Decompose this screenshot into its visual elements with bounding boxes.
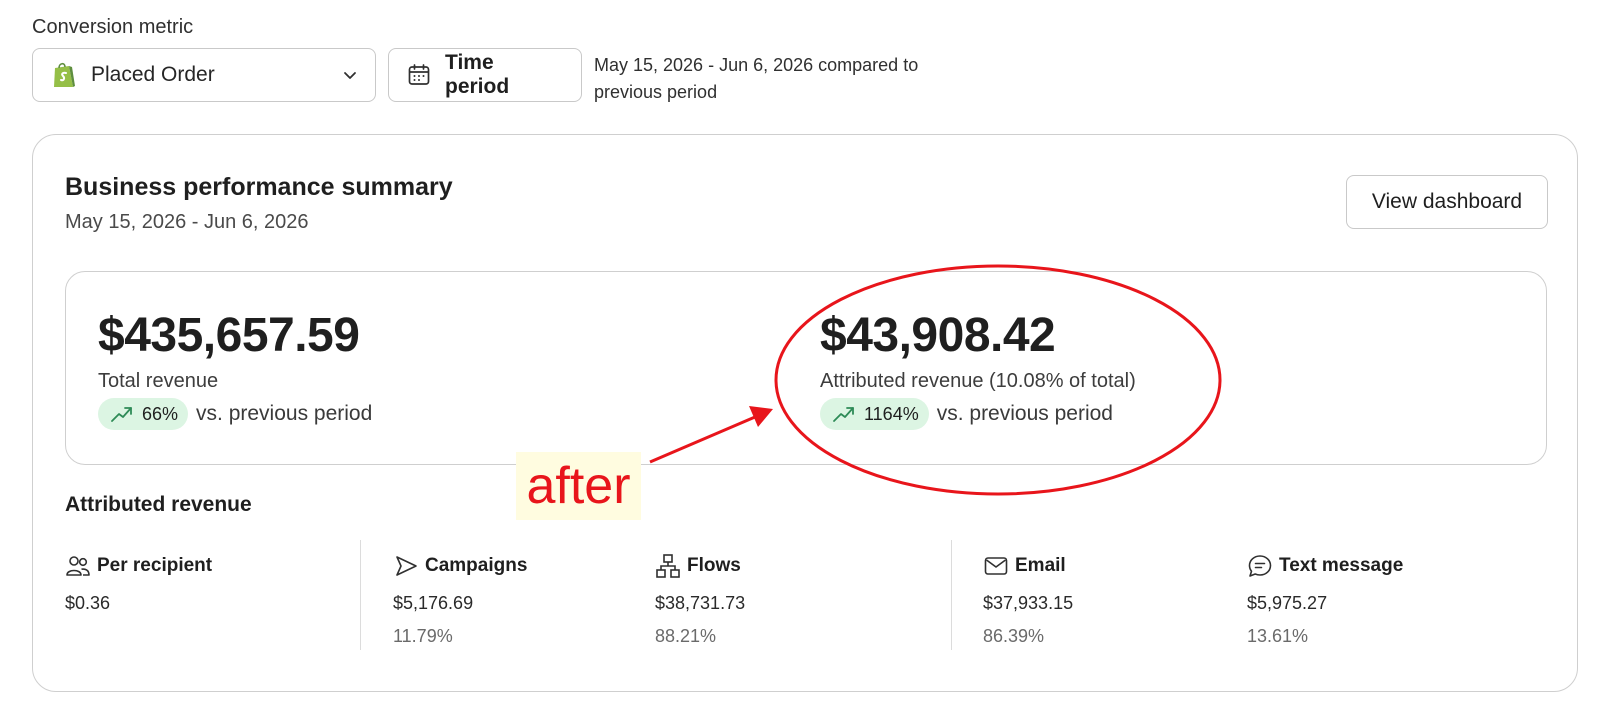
time-period-label: Time period: [445, 51, 510, 98]
total-revenue-growth: 66% vs. previous period: [98, 398, 372, 430]
chevron-down-icon: [341, 66, 359, 84]
flow-icon: [655, 553, 681, 579]
metric-label: Flows: [687, 555, 741, 576]
column-divider: [951, 540, 952, 650]
conversion-metric-value: Placed Order: [91, 63, 215, 86]
growth-value: 66%: [142, 403, 179, 424]
metric-value: $37,933.15: [983, 593, 1074, 613]
column-divider: [360, 540, 361, 650]
metric-percent: 13.61%: [1247, 626, 1309, 646]
growth-pill: 1164%: [820, 398, 929, 430]
attributed-revenue-growth: 1164% vs. previous period: [820, 398, 1113, 430]
shopify-icon: [51, 61, 77, 89]
metric-label: Text message: [1279, 555, 1404, 576]
attributed-revenue-heading: Attributed revenue: [65, 493, 252, 516]
metric-percent: 11.79%: [393, 626, 453, 646]
metric-value: $5,975.27: [1247, 593, 1328, 613]
users-icon: [65, 553, 91, 579]
card-date-range: May 15, 2026 - Jun 6, 2026: [65, 211, 309, 233]
revenue-summary-box: $435,657.59 Total revenue 66% vs. previo…: [65, 271, 1547, 465]
metric-percent: 88.21%: [655, 626, 717, 646]
metric-value: $38,731.73: [655, 593, 746, 613]
send-icon: [393, 553, 419, 579]
metric-percent: 86.39%: [983, 626, 1045, 646]
metric-value: $5,176.69: [393, 593, 474, 613]
growth-pill: 66%: [98, 398, 189, 430]
calendar-icon: [407, 63, 431, 87]
trending-up-icon: [110, 404, 134, 424]
metric-text-message: Text message $5,975.27 13.61%: [1247, 553, 1403, 647]
growth-comparison: vs. previous period: [196, 402, 373, 425]
metric-flows: Flows $38,731.73 88.21%: [655, 553, 745, 647]
metric-label: Email: [1015, 555, 1066, 576]
conversion-metric-label: Conversion metric: [32, 16, 194, 38]
card-title: Business performance summary: [65, 173, 453, 201]
trending-up-icon: [832, 404, 856, 424]
view-dashboard-button[interactable]: View dashboard: [1346, 175, 1548, 229]
business-performance-card: Business performance summary May 15, 202…: [32, 134, 1578, 692]
annotation-label-box: after: [516, 452, 641, 520]
metric-email: Email $37,933.15 86.39%: [983, 553, 1073, 647]
attributed-revenue-amount: $43,908.42: [820, 309, 1056, 362]
total-revenue-amount: $435,657.59: [98, 309, 360, 362]
metric-per-recipient: Per recipient $0.36: [65, 553, 212, 626]
attributed-revenue-label: Attributed revenue (10.08% of total): [820, 370, 1136, 392]
chat-icon: [1247, 553, 1273, 579]
metric-value: $0.36: [65, 593, 111, 613]
growth-value: 1164%: [864, 403, 919, 424]
mail-icon: [983, 553, 1009, 579]
total-revenue-label: Total revenue: [98, 370, 219, 392]
conversion-metric-select[interactable]: Placed Order: [32, 48, 376, 102]
metric-label: Campaigns: [425, 555, 528, 576]
time-period-button[interactable]: Time period: [388, 48, 582, 102]
growth-comparison: vs. previous period: [936, 402, 1113, 425]
metric-label: Per recipient: [97, 555, 213, 576]
annotation-label: after: [526, 457, 631, 515]
period-description: May 15, 2026 - Jun 6, 2026 compared to p…: [594, 55, 919, 102]
metric-campaigns: Campaigns $5,176.69 11.79%: [393, 553, 527, 647]
